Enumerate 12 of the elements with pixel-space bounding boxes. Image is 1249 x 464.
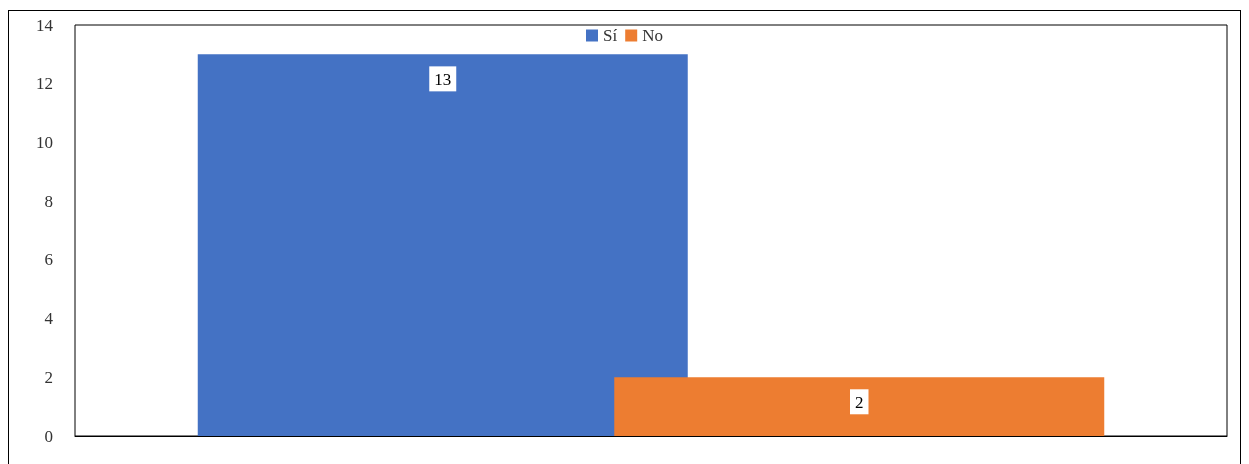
- legend-label: No: [642, 26, 663, 45]
- y-tick-label: 0: [44, 426, 53, 446]
- data-label: 2: [855, 393, 864, 413]
- y-tick-label: 10: [36, 132, 53, 152]
- y-tick-label: 2: [44, 367, 53, 387]
- legend-label: Sí: [603, 26, 618, 45]
- y-tick-label: 6: [44, 250, 53, 270]
- data-label: 13: [434, 70, 452, 90]
- y-tick-label: 14: [36, 15, 54, 35]
- y-tick-label: 8: [44, 191, 53, 211]
- y-tick-label: 12: [36, 74, 53, 94]
- y-tick-label: 4: [44, 309, 54, 329]
